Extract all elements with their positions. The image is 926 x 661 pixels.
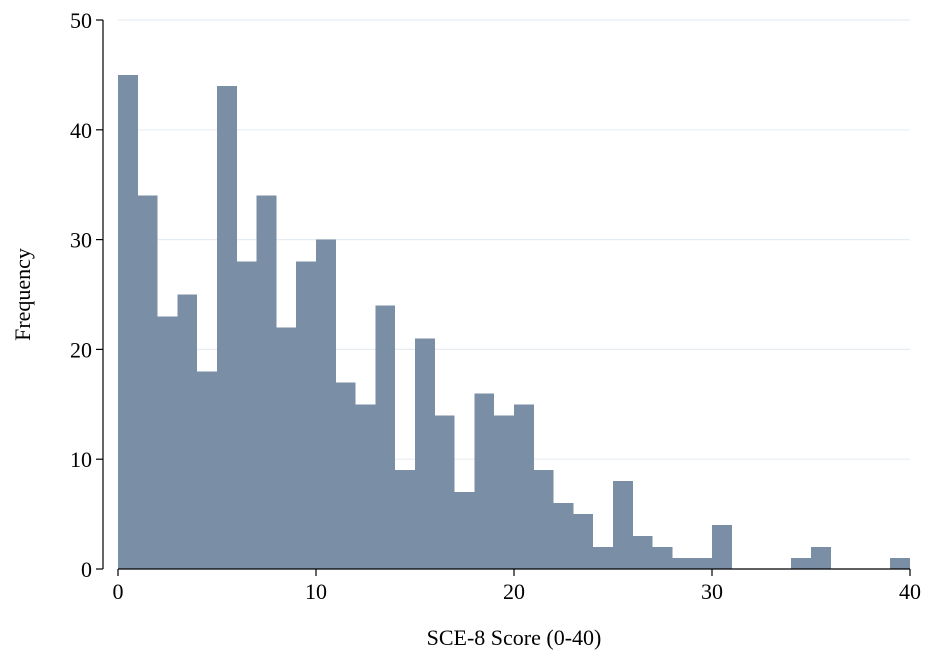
histogram-bar-18 [474,393,495,569]
histogram-bar-7 [256,195,277,569]
histogram-bar-17 [454,492,475,569]
histogram-bar-30 [712,525,732,569]
histogram-bar-26 [632,536,653,569]
histogram-bar-2 [157,316,178,569]
y-tick-label-40: 40 [70,118,92,143]
histogram-bar-19 [494,415,514,569]
y-tick-label-50: 50 [70,8,92,33]
histogram-bar-1 [137,195,158,569]
histogram-bar-5 [217,85,237,569]
histogram-bar-29 [692,558,712,569]
y-tick-label-10: 10 [70,447,92,472]
histogram-bar-34 [791,558,811,569]
y-tick-label-0: 0 [81,557,92,582]
x-tick-label-10: 10 [305,579,327,604]
histogram-bars [118,74,910,570]
histogram-bar-24 [593,547,613,569]
histogram-bar-14 [395,470,415,569]
x-axis-title: SCE-8 Score (0-40) [427,625,602,650]
histogram-bar-25 [613,481,633,569]
histogram-bar-39 [890,558,910,569]
histogram-bar-23 [573,514,594,569]
histogram-bar-13 [375,305,396,569]
y-tick-label-30: 30 [70,228,92,253]
histogram-bar-0 [118,74,138,570]
histogram-bar-15 [415,338,435,569]
histogram-bar-10 [316,239,336,569]
histogram-bar-27 [652,547,673,569]
histogram-bar-35 [811,547,831,569]
y-tick-label-20: 20 [70,337,92,362]
histogram-bar-11 [335,382,356,569]
histogram-bar-3 [177,294,198,569]
y-axis-title: Frequency [10,248,35,341]
histogram-bar-4 [197,371,217,569]
y-axis-ticks: 0 10 20 30 40 50 [70,8,103,582]
x-tick-label-20: 20 [503,579,525,604]
histogram-bar-21 [533,470,554,569]
histogram-bar-12 [355,404,376,569]
histogram-bar-20 [514,404,534,569]
x-tick-label-40: 40 [899,579,921,604]
x-axis-ticks: 0 10 20 30 40 [113,569,921,604]
histogram-bar-22 [553,503,574,569]
histogram-bar-9 [296,261,316,569]
histogram-bar-8 [276,327,297,569]
histogram-bar-16 [434,415,455,569]
x-tick-label-30: 30 [701,579,723,604]
x-tick-label-0: 0 [113,579,124,604]
histogram-bar-6 [236,261,257,569]
histogram-bar-28 [672,558,693,569]
